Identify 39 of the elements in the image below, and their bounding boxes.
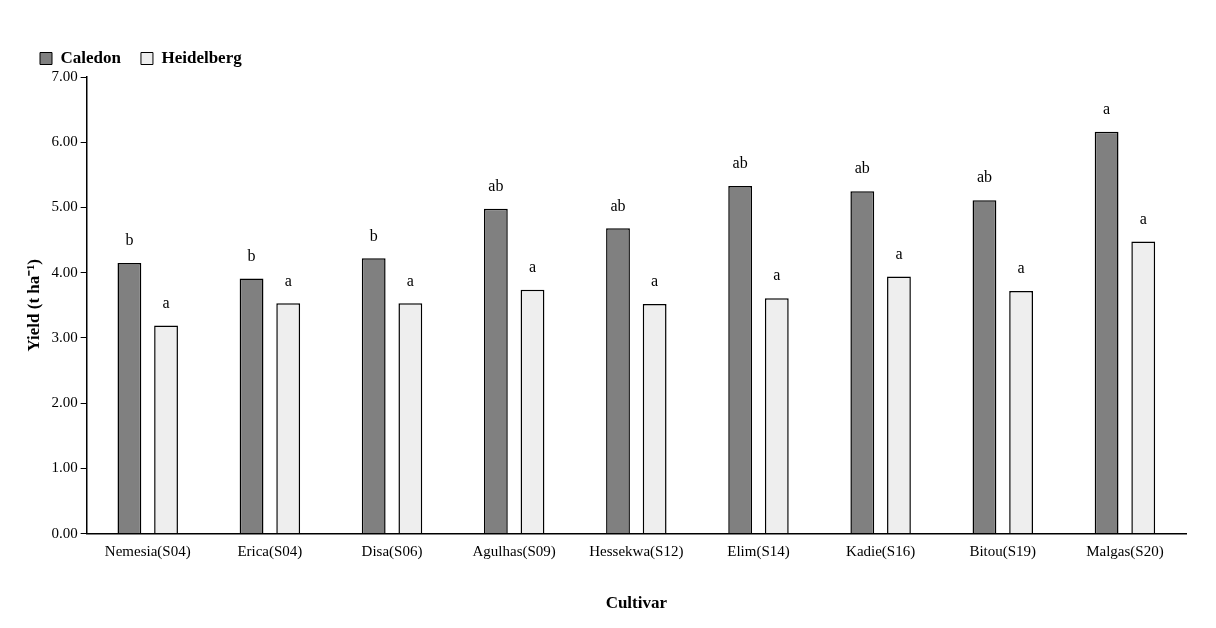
y-tick-label: 4.00 bbox=[51, 263, 78, 280]
x-tick-label: Malgas(S20) bbox=[1086, 542, 1164, 560]
y-tick-label: 0.00 bbox=[51, 524, 78, 541]
y-tick-label: 1.00 bbox=[51, 459, 78, 476]
x-tick-label: Agulhas(S09) bbox=[472, 542, 556, 560]
data-label: a bbox=[1139, 209, 1147, 227]
data-label: a bbox=[1103, 100, 1111, 117]
y-tick-label: 6.00 bbox=[51, 133, 78, 150]
data-label: a bbox=[528, 257, 537, 275]
x-tick-label: Disa(S06) bbox=[361, 542, 423, 560]
data-label: ab bbox=[732, 154, 748, 172]
data-label: a bbox=[1017, 259, 1025, 277]
y-tick-label: 7.00 bbox=[51, 67, 78, 84]
data-label: b bbox=[247, 246, 256, 264]
x-tick-label: Kadie(S16) bbox=[846, 542, 916, 560]
data-label: ab bbox=[976, 168, 993, 186]
y-tick-label: 3.00 bbox=[51, 328, 78, 345]
data-label: a bbox=[406, 271, 414, 289]
data-label: a bbox=[162, 293, 170, 311]
data-label: b bbox=[125, 231, 134, 249]
legend-label: Heidelberg bbox=[161, 47, 243, 67]
x-tick-label: Elim(S14) bbox=[727, 542, 790, 560]
data-label: a bbox=[651, 272, 659, 290]
data-label: a bbox=[895, 244, 903, 262]
y-tick-label: 2.00 bbox=[51, 394, 78, 411]
data-label: a bbox=[284, 271, 292, 289]
y-tick-label: 5.00 bbox=[51, 198, 78, 215]
x-tick-label: Nemesia(S04) bbox=[104, 542, 191, 560]
data-label: a bbox=[773, 266, 781, 284]
data-label: ab bbox=[488, 176, 504, 194]
data-label: ab bbox=[854, 159, 870, 177]
x-tick-label: Bitou(S19) bbox=[969, 542, 1037, 560]
x-axis-title: Cultivar bbox=[605, 593, 668, 613]
y-axis-title: Yield (t ha⁻¹) bbox=[23, 258, 43, 352]
data-label: b bbox=[369, 226, 378, 244]
data-label: ab bbox=[610, 196, 626, 214]
x-tick-label: Hessekwa(S12) bbox=[589, 542, 684, 560]
x-tick-label: Erica(S04) bbox=[237, 542, 303, 560]
legend-label: Caledon bbox=[60, 47, 122, 67]
